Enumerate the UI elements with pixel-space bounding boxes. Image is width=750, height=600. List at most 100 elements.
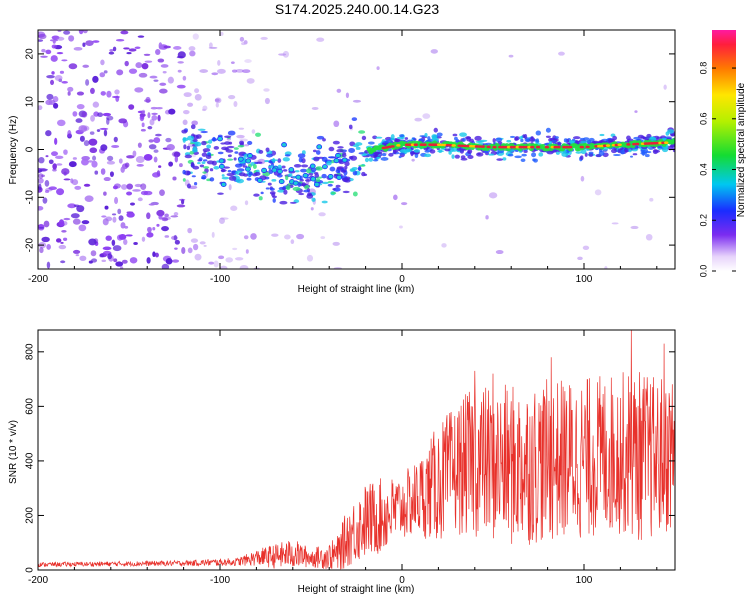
- spectrogram-cell: [520, 158, 526, 162]
- spectrogram-cell: [79, 255, 87, 262]
- spectrogram-cell: [99, 72, 106, 78]
- spectrogram-cell: [124, 60, 129, 67]
- spectrogram-ridge-cell: [535, 145, 541, 149]
- spectrogram-cell: [147, 226, 152, 233]
- spectrogram-cell: [413, 149, 421, 153]
- spectrogram-cell: [355, 146, 361, 150]
- spectrogram-cell: [261, 167, 267, 173]
- spectrogram-cell: [68, 63, 78, 70]
- spectrogram-cell: [105, 235, 112, 241]
- spectrogram-cell: [78, 30, 84, 35]
- spectrogram-cell: [38, 206, 44, 211]
- spectrogram-cell: [341, 157, 348, 163]
- spectrogram-cell: [182, 75, 187, 81]
- spectrogram-cell: [99, 253, 104, 258]
- spectrogram-cell: [218, 163, 225, 170]
- spectrogram-cell: [123, 239, 128, 246]
- spectrogram-cell: [38, 177, 44, 184]
- spectrogram-cell: [364, 157, 369, 163]
- spectrogram-cell: [113, 136, 118, 143]
- spectrogram-cell: [111, 213, 117, 216]
- spectrogram-cell: [327, 173, 334, 180]
- spectrogram-cell: [182, 119, 188, 126]
- spectrogram-cell: [201, 161, 206, 165]
- spectrogram-cell: [202, 171, 207, 174]
- spectrogram-cell: [103, 191, 107, 196]
- spectrogram-cell: [361, 135, 367, 141]
- spectrogram-cell: [336, 88, 342, 93]
- spectrogram-cell: [233, 157, 237, 161]
- spectrogram-cell: [441, 243, 447, 248]
- spectrogram-cell: [99, 127, 109, 130]
- spectrogram-cell: [156, 223, 160, 227]
- spectrogram-cell: [333, 120, 340, 128]
- spectrogram-cell: [224, 135, 232, 138]
- spectrogram-cell: [159, 189, 165, 196]
- spectrogram-cell: [56, 163, 63, 166]
- spectrogram-cell: [264, 159, 270, 163]
- spectrogram-cell: [194, 94, 202, 101]
- spec-y-tick-label-0: -20: [25, 237, 36, 252]
- spectrogram-cell: [96, 129, 101, 132]
- colorbar-tick-label-1: 0.2: [698, 214, 708, 227]
- spectrogram-cell: [598, 150, 605, 156]
- spectrogram-cell: [106, 155, 114, 162]
- spectrogram-cell: [254, 171, 261, 176]
- snr-x-tick-label-2: 0: [399, 575, 405, 586]
- spectrogram-cell: [50, 55, 58, 62]
- spectrogram-cell: [214, 98, 220, 102]
- spectrogram-cell: [367, 141, 375, 145]
- spectrogram-cell: [120, 222, 126, 229]
- spectrogram-cell: [165, 137, 172, 143]
- spectrogram-cell: [75, 118, 83, 123]
- spectrogram-cell: [300, 168, 308, 173]
- spectrogram-cell: [111, 144, 120, 148]
- spectrogram-cell: [103, 70, 108, 74]
- spectrogram-cell: [239, 140, 245, 145]
- spectrogram-cell: [146, 212, 151, 220]
- spectrogram-cell: [327, 180, 335, 184]
- spectrogram-cell: [535, 130, 542, 136]
- spectrogram-cell: [172, 176, 177, 181]
- spectrogram-cell: [584, 152, 588, 157]
- spectrogram-cell: [332, 241, 340, 246]
- spectrogram-cell: [477, 140, 485, 143]
- spectrogram-cell: [177, 51, 186, 59]
- spectrogram-cell: [388, 152, 394, 157]
- spectrogram-cell: [315, 166, 323, 171]
- colorbar-gradient: [712, 30, 736, 271]
- spectrogram-cell: [230, 61, 235, 64]
- spectrogram-cell: [192, 138, 198, 143]
- spectrogram-cell: [545, 135, 551, 138]
- spectrogram-cell: [322, 164, 328, 170]
- spectrogram-ridge-cell: [422, 143, 427, 147]
- spectrogram-cell: [572, 138, 576, 141]
- spectrogram-cell: [454, 154, 460, 159]
- spectrogram-ridge-cell: [413, 143, 419, 147]
- spectrogram-cell: [337, 146, 344, 149]
- spectrogram-cell: [63, 149, 68, 155]
- snr-y-tick-label-4: 800: [25, 343, 36, 360]
- spectrogram-cell: [106, 117, 110, 125]
- spectrogram-cell: [109, 48, 114, 52]
- spectrogram-cell: [258, 196, 263, 201]
- snr-y-tick-label-0: 0: [25, 567, 36, 573]
- spectrogram-cell: [78, 125, 88, 133]
- spectrogram-cell: [298, 192, 305, 196]
- spectrogram-cell: [281, 165, 286, 169]
- spectrogram-cell: [433, 127, 438, 133]
- spectrogram-cell: [194, 88, 200, 94]
- spectrogram-cell: [610, 148, 617, 154]
- spectrogram-cell: [163, 45, 172, 49]
- spectrogram-cell: [297, 153, 306, 159]
- spectrogram-cell: [209, 177, 215, 182]
- spectrogram-cell: [495, 250, 504, 255]
- spectrogram-cell: [81, 111, 88, 118]
- spectrogram-cell: [194, 141, 202, 147]
- spectrogram-cell: [306, 254, 314, 262]
- spectrogram-cell: [67, 91, 71, 96]
- spectrogram-cell: [208, 46, 218, 49]
- spectrogram-cell: [76, 104, 85, 110]
- spectrogram-cell: [336, 174, 342, 181]
- spectrogram-cell: [177, 61, 184, 64]
